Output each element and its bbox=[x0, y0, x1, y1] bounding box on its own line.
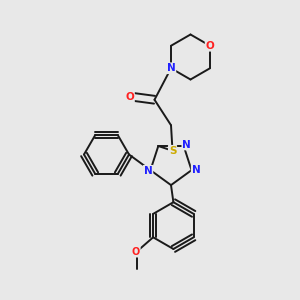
Text: N: N bbox=[182, 140, 191, 149]
Text: S: S bbox=[169, 146, 176, 156]
Text: O: O bbox=[125, 92, 134, 102]
Text: O: O bbox=[206, 41, 214, 51]
Text: N: N bbox=[167, 63, 176, 73]
Text: O: O bbox=[132, 247, 140, 257]
Text: N: N bbox=[144, 166, 152, 176]
Text: N: N bbox=[192, 165, 200, 175]
